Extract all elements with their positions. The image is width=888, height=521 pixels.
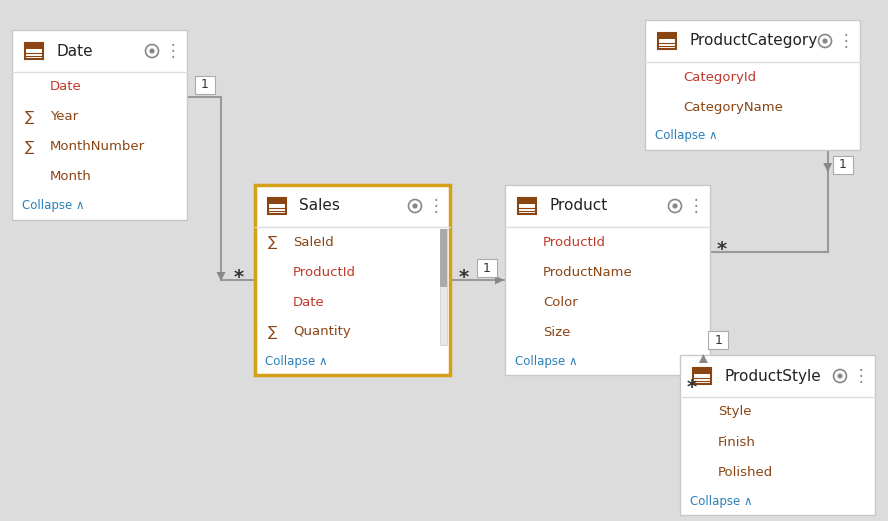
- Text: MonthNumber: MonthNumber: [50, 141, 145, 154]
- Text: Collapse ∧: Collapse ∧: [22, 200, 84, 213]
- Text: ⋮: ⋮: [852, 367, 869, 385]
- Circle shape: [149, 48, 155, 54]
- FancyBboxPatch shape: [440, 229, 447, 287]
- FancyBboxPatch shape: [680, 355, 875, 515]
- Text: ProductStyle: ProductStyle: [724, 368, 821, 383]
- Text: ProductName: ProductName: [543, 266, 633, 279]
- Text: ⋮: ⋮: [687, 197, 704, 215]
- Text: Sales: Sales: [299, 199, 340, 214]
- Text: Polished: Polished: [718, 465, 773, 478]
- FancyBboxPatch shape: [658, 33, 676, 39]
- Text: ⋮: ⋮: [837, 32, 854, 50]
- Text: Collapse ∧: Collapse ∧: [515, 354, 577, 367]
- Text: ∑: ∑: [268, 325, 278, 339]
- Text: ∑: ∑: [268, 235, 278, 249]
- Text: *: *: [459, 268, 469, 288]
- Text: ProductCategory: ProductCategory: [689, 33, 817, 48]
- Text: ∑: ∑: [26, 140, 35, 154]
- Text: Color: Color: [543, 295, 578, 308]
- Text: ⋮: ⋮: [428, 197, 444, 215]
- FancyBboxPatch shape: [12, 30, 187, 220]
- FancyBboxPatch shape: [518, 199, 536, 204]
- FancyBboxPatch shape: [268, 199, 286, 204]
- FancyBboxPatch shape: [440, 229, 447, 345]
- FancyBboxPatch shape: [477, 259, 497, 277]
- Text: Size: Size: [543, 326, 570, 339]
- Text: Collapse ∧: Collapse ∧: [690, 494, 753, 507]
- Text: ProductId: ProductId: [543, 235, 606, 249]
- Text: Date: Date: [50, 81, 82, 93]
- Text: Month: Month: [50, 170, 91, 183]
- FancyBboxPatch shape: [255, 185, 450, 375]
- Text: *: *: [686, 378, 696, 396]
- Text: 1: 1: [715, 333, 722, 346]
- Polygon shape: [699, 354, 708, 363]
- FancyBboxPatch shape: [833, 156, 852, 174]
- Text: Product: Product: [549, 199, 607, 214]
- Circle shape: [412, 203, 417, 208]
- FancyBboxPatch shape: [25, 43, 43, 48]
- Text: CategoryId: CategoryId: [683, 70, 756, 83]
- Polygon shape: [217, 272, 226, 281]
- Text: ProductId: ProductId: [293, 266, 356, 279]
- Text: Quantity: Quantity: [293, 326, 351, 339]
- Circle shape: [672, 203, 678, 208]
- Text: Date: Date: [56, 43, 92, 58]
- Text: Date: Date: [293, 295, 325, 308]
- Text: SaleId: SaleId: [293, 235, 334, 249]
- Text: Style: Style: [718, 405, 751, 418]
- Text: Year: Year: [50, 110, 78, 123]
- Text: ∑: ∑: [26, 110, 35, 124]
- Circle shape: [822, 39, 828, 44]
- Text: Finish: Finish: [718, 436, 756, 449]
- Text: 1: 1: [201, 78, 209, 91]
- Text: *: *: [234, 268, 244, 288]
- Text: ⋮: ⋮: [164, 42, 181, 60]
- Text: 1: 1: [839, 158, 846, 171]
- FancyBboxPatch shape: [693, 368, 711, 374]
- Polygon shape: [823, 163, 832, 172]
- FancyBboxPatch shape: [505, 185, 710, 375]
- FancyBboxPatch shape: [195, 76, 215, 93]
- Circle shape: [837, 374, 843, 379]
- Text: *: *: [717, 240, 727, 259]
- Text: 1: 1: [483, 262, 491, 275]
- Text: Collapse ∧: Collapse ∧: [655, 130, 718, 143]
- FancyBboxPatch shape: [709, 331, 728, 349]
- FancyBboxPatch shape: [645, 20, 860, 150]
- Polygon shape: [495, 276, 504, 284]
- Text: Collapse ∧: Collapse ∧: [265, 354, 328, 367]
- Text: CategoryName: CategoryName: [683, 101, 783, 114]
